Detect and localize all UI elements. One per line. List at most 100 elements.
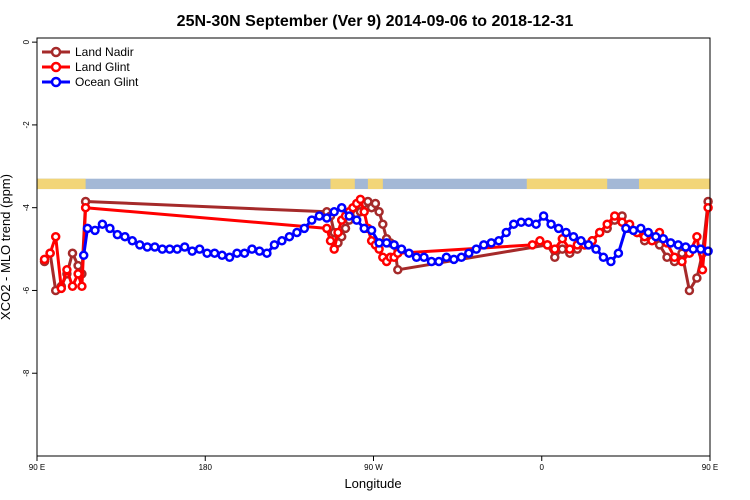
data-point (314, 211, 325, 221)
data-point (239, 248, 250, 258)
data-point (561, 227, 571, 238)
data-point (378, 219, 388, 229)
data-point (479, 240, 489, 250)
data-point (80, 202, 91, 213)
data-point (336, 202, 347, 213)
legend-entry-1: Land Glint (42, 60, 130, 74)
data-point (329, 244, 339, 254)
chart-title: 25N-30N September (Ver 9) 2014-09-06 to … (177, 13, 574, 30)
data-point (471, 244, 482, 254)
y-tick-label-4: -8 (22, 369, 31, 377)
data-point (516, 217, 526, 227)
data-point (523, 217, 534, 227)
data-point (688, 244, 698, 254)
data-point (411, 252, 422, 263)
data-point (609, 211, 620, 221)
data-point (591, 244, 601, 254)
data-point (97, 219, 108, 229)
data-point (542, 240, 553, 250)
data-point (381, 238, 392, 248)
y-tick-label-1: -2 (22, 121, 31, 129)
data-point (426, 256, 437, 267)
data-point (73, 269, 83, 279)
y-tick-label-0: 0 (22, 39, 31, 44)
x-axis-label: Longitude (344, 476, 401, 491)
y-axis-label: XCO2 - MLO trend (ppm) (0, 174, 13, 320)
legend-entry-0: Land Nadir (42, 45, 134, 59)
data-point (77, 281, 87, 292)
x-tick-label-3: 0 (540, 463, 545, 472)
data-point (120, 231, 130, 242)
series-layer (39, 194, 713, 296)
data-point (366, 225, 377, 236)
data-point (370, 198, 381, 209)
land-segment-2 (367, 178, 383, 190)
x-tick-label-4: 90 E (702, 463, 718, 472)
data-point (232, 248, 242, 258)
data-point (164, 244, 175, 254)
data-point (546, 219, 556, 229)
land-segment-4 (638, 178, 710, 190)
data-point (179, 242, 190, 252)
data-point (374, 238, 384, 248)
data-point (583, 240, 594, 250)
data-point (651, 231, 661, 242)
x-axis: 90 E 180 90 W 0 90 E (29, 456, 718, 472)
data-point (322, 223, 332, 234)
data-point (105, 223, 115, 234)
legend-label: Ocean Glint (75, 75, 139, 89)
x-tick-label-1: 180 (199, 463, 213, 472)
data-point (494, 236, 504, 246)
data-point (662, 252, 672, 263)
legend-marker (50, 61, 62, 73)
data-point (355, 194, 366, 205)
x-tick-label-0: 90 E (29, 463, 45, 472)
data-point (172, 244, 182, 254)
land-segment-0 (37, 178, 86, 190)
data-point (501, 227, 511, 238)
x-tick-label-2: 90 W (364, 463, 383, 472)
data-point (527, 240, 538, 250)
data-point (247, 244, 257, 254)
data-point (553, 223, 564, 234)
data-point (359, 223, 369, 234)
legend-marker (50, 46, 62, 58)
data-point (456, 252, 467, 263)
data-point (224, 252, 235, 263)
data-point (277, 236, 287, 246)
data-point (396, 244, 407, 254)
data-point (340, 223, 351, 234)
data-point (135, 240, 145, 250)
data-point (565, 244, 575, 254)
data-point (508, 219, 519, 229)
data-point (606, 256, 616, 267)
data-point (209, 248, 220, 258)
data-point (636, 223, 646, 234)
data-point (351, 215, 362, 225)
data-point (254, 246, 265, 256)
data-point (39, 254, 50, 265)
data-point (50, 231, 61, 242)
data-point (703, 246, 713, 256)
data-point (550, 252, 560, 263)
data-point (449, 254, 459, 265)
data-point (692, 231, 702, 242)
data-point (665, 238, 676, 248)
data-point (669, 252, 680, 263)
y-axis: 0 -2 -4 -6 -8 (22, 39, 37, 377)
data-point (628, 225, 639, 236)
y-tick-label-3: -6 (22, 286, 31, 294)
data-point (594, 227, 605, 238)
data-point (486, 238, 497, 248)
data-point (157, 244, 168, 254)
data-point (292, 227, 302, 238)
data-point (112, 229, 123, 240)
data-point (658, 233, 669, 244)
data-point (329, 207, 339, 217)
data-point (695, 244, 706, 254)
data-point (576, 236, 586, 246)
data-point (299, 223, 310, 234)
data-point (389, 240, 399, 250)
data-point (322, 213, 332, 223)
data-point (697, 265, 708, 275)
